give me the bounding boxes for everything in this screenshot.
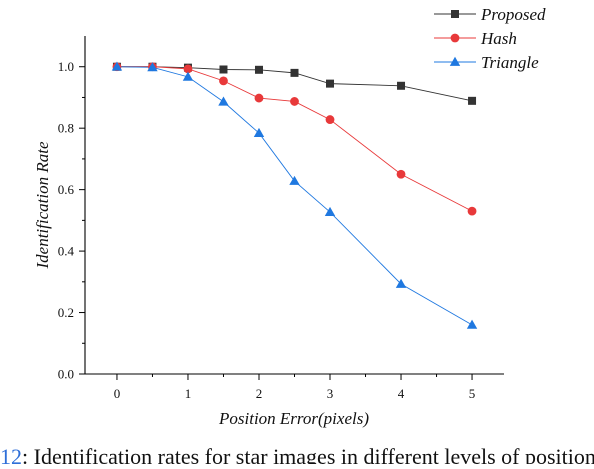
x-tick-label: 1	[185, 386, 192, 401]
y-axis-title: Identification Rate	[33, 141, 52, 269]
data-point-proposed	[219, 65, 228, 74]
data-point-triangle	[218, 96, 229, 106]
legend: Proposed Hash Triangle	[434, 5, 546, 72]
x-axis-title: Position Error(pixels)	[218, 409, 369, 428]
x-tick-label: 2	[256, 386, 263, 401]
data-point-triangle	[111, 61, 123, 71]
legend-label: Hash	[480, 29, 517, 48]
legend-item-triangle: Triangle	[434, 53, 539, 72]
y-tick-label: 0.6	[58, 182, 75, 197]
x-tick-label: 4	[398, 386, 405, 401]
data-point-triangle	[182, 71, 194, 81]
y-tick-label: 0.0	[58, 367, 74, 382]
y-tick-label: 0.4	[58, 244, 75, 259]
data-point-proposed	[326, 79, 335, 88]
series-markers	[111, 61, 478, 329]
legend-item-proposed: Proposed	[434, 5, 546, 24]
data-point-triangle	[466, 319, 478, 329]
data-point-proposed	[290, 68, 299, 77]
data-point-triangle	[395, 278, 407, 288]
y-tick-label: 0.8	[58, 121, 74, 136]
caption-text: : Identification rates for star images i…	[22, 444, 594, 464]
y-tick-label: 0.2	[58, 305, 74, 320]
data-point-hash	[254, 93, 264, 103]
data-point-hash	[219, 76, 228, 86]
data-point-triangle	[147, 62, 158, 72]
data-point-hash	[467, 206, 477, 216]
legend-marker	[450, 33, 460, 43]
series-points-triangle	[111, 61, 478, 329]
data-point-hash	[183, 64, 193, 74]
data-point-hash	[396, 169, 406, 179]
data-point-triangle	[324, 206, 336, 216]
x-tick-label: 5	[469, 386, 476, 401]
data-point-hash	[290, 97, 299, 106]
data-point-proposed	[254, 65, 263, 74]
legend-label: Proposed	[480, 5, 546, 24]
legend-marker	[449, 56, 461, 66]
tick-labels: 0 1 2 3 4 5 0.0 0.2 0.4 0.6 0.8 1.0	[58, 59, 476, 401]
x-tick-label: 0	[114, 386, 121, 401]
legend-item-hash: Hash	[434, 29, 517, 48]
legend-label: Triangle	[481, 53, 539, 72]
data-point-triangle	[253, 127, 265, 137]
y-tick-label: 1.0	[58, 59, 74, 74]
x-tick-label: 3	[327, 386, 334, 401]
figure-number: 12	[0, 444, 22, 464]
data-point-proposed	[468, 96, 477, 105]
legend-marker	[451, 10, 459, 18]
data-point-hash	[325, 115, 335, 124]
figure-caption: 12: Identification rates for star images…	[0, 442, 594, 464]
data-point-triangle	[289, 175, 300, 185]
data-point-proposed	[397, 81, 406, 90]
ticks	[79, 66, 473, 380]
